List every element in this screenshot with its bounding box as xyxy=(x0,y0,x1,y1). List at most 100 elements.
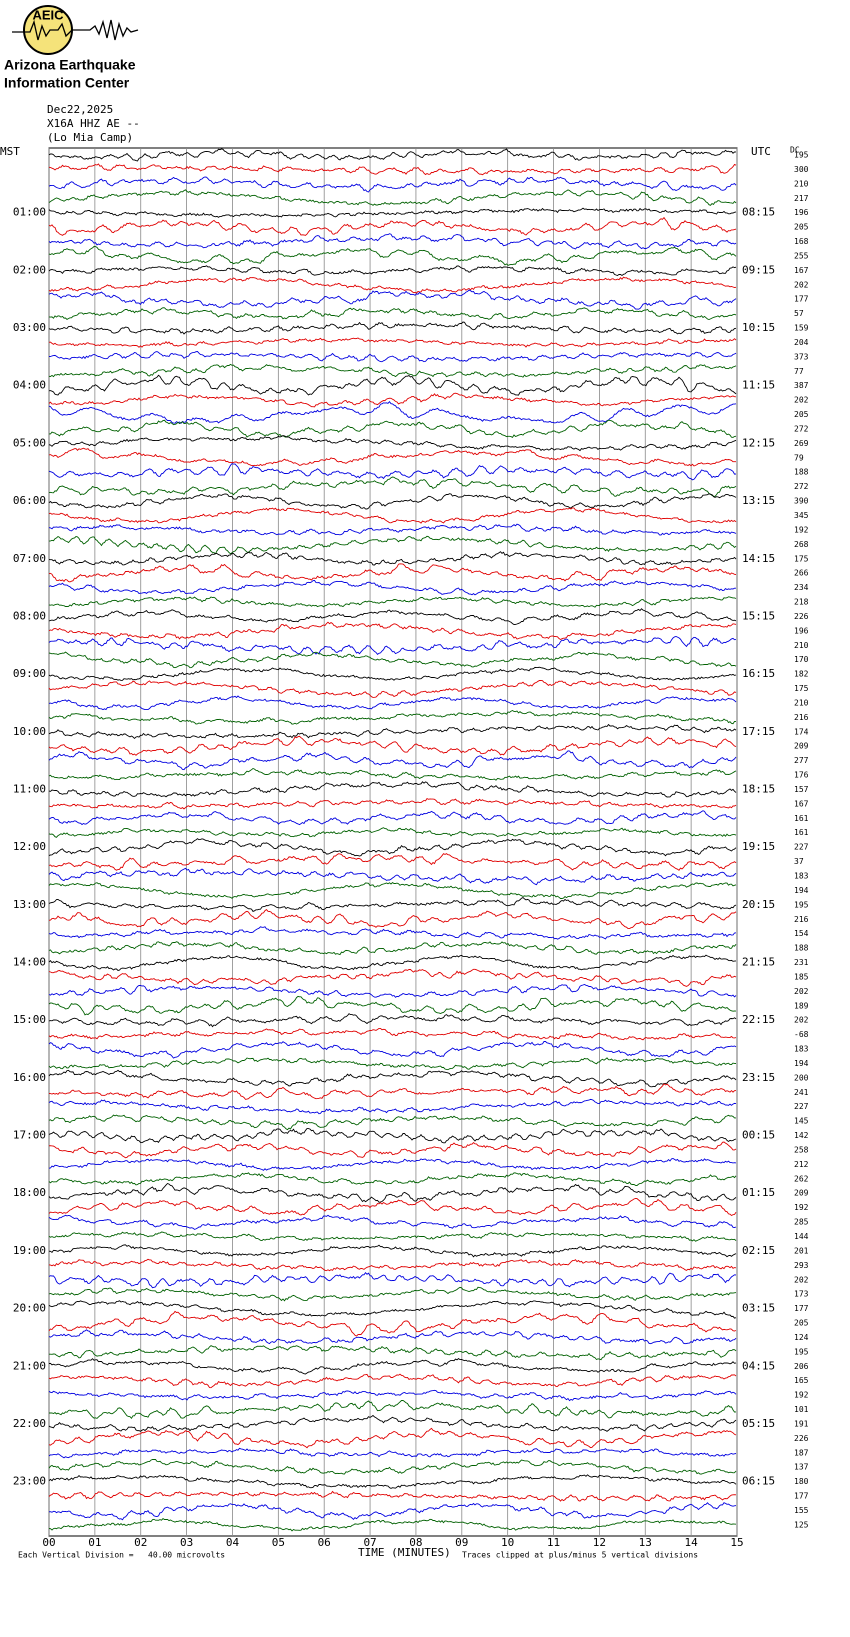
dc-value: 255 xyxy=(794,251,809,260)
dc-value: 159 xyxy=(794,324,809,333)
dc-value: 182 xyxy=(794,670,809,679)
dc-value: 177 xyxy=(794,1492,809,1501)
utc-time-label: 09:15 xyxy=(742,263,775,276)
x-tick-label: 06 xyxy=(318,1536,331,1549)
dc-value: 195 xyxy=(794,1347,809,1356)
dc-value: 176 xyxy=(794,771,809,780)
x-tick-label: 13 xyxy=(639,1536,652,1549)
trace xyxy=(48,968,737,987)
trace xyxy=(48,1447,737,1459)
trace xyxy=(48,651,737,669)
mst-time-label: 20:00 xyxy=(13,1302,46,1315)
trace xyxy=(48,447,736,467)
x-tick-label: 07 xyxy=(363,1536,376,1549)
trace xyxy=(48,1518,737,1532)
dc-value: 161 xyxy=(794,828,809,837)
trace xyxy=(48,579,736,596)
dc-value: 216 xyxy=(794,713,809,722)
trace xyxy=(48,1182,737,1203)
station: X16A HHZ AE -- xyxy=(47,117,140,130)
utc-time-label: 01:15 xyxy=(742,1186,775,1199)
trace xyxy=(48,535,737,555)
utc-time-label: 19:15 xyxy=(742,840,775,853)
trace xyxy=(48,307,737,320)
dc-value: 101 xyxy=(794,1405,809,1414)
trace xyxy=(48,1141,737,1159)
dc-value: 387 xyxy=(794,381,809,390)
trace xyxy=(48,810,737,826)
dc-value: 125 xyxy=(794,1520,809,1529)
dc-value: 37 xyxy=(794,857,804,866)
trace xyxy=(48,1502,737,1521)
trace xyxy=(48,1300,737,1319)
dc-value: -68 xyxy=(794,1030,809,1039)
trace xyxy=(48,276,737,294)
mst-time-label: 03:00 xyxy=(13,321,46,334)
trace xyxy=(48,392,737,408)
trace xyxy=(48,189,737,206)
dc-value: 258 xyxy=(794,1145,809,1154)
utc-time-label: 22:15 xyxy=(742,1013,775,1026)
trace xyxy=(48,1389,737,1402)
trace xyxy=(48,493,737,510)
trace xyxy=(48,351,737,363)
trace xyxy=(48,1027,737,1041)
trace xyxy=(48,216,737,236)
dc-value: 210 xyxy=(794,698,809,707)
dc-value: 175 xyxy=(794,684,809,693)
trace xyxy=(48,1057,737,1071)
trace xyxy=(48,1358,737,1375)
mst-time-label: 13:00 xyxy=(13,898,46,911)
trace xyxy=(48,1098,737,1115)
x-tick-label: 10 xyxy=(501,1536,514,1549)
utc-time-label: 20:15 xyxy=(742,898,775,911)
utc-time-label: 16:15 xyxy=(742,667,775,680)
utc-time-label: 06:15 xyxy=(742,1475,775,1488)
trace xyxy=(48,289,737,310)
trace xyxy=(48,1459,737,1475)
site: (Lo Mia Camp) xyxy=(47,131,133,144)
trace xyxy=(48,621,737,641)
dc-value: 269 xyxy=(794,439,809,448)
utc-time-label: 08:15 xyxy=(742,206,775,219)
date: Dec22,2025 xyxy=(47,103,113,116)
x-tick-label: 00 xyxy=(42,1536,55,1549)
trace xyxy=(48,1373,737,1389)
trace xyxy=(48,551,737,566)
trace xyxy=(48,1114,736,1131)
dc-value: 196 xyxy=(794,208,809,217)
trace xyxy=(48,321,737,335)
dc-value: 154 xyxy=(794,929,809,938)
dc-value: 373 xyxy=(794,352,809,361)
trace xyxy=(48,926,737,940)
x-tick-label: 14 xyxy=(685,1536,699,1549)
dc-value: 205 xyxy=(794,1319,809,1328)
dc-value: 142 xyxy=(794,1131,809,1140)
dc-value: 201 xyxy=(794,1246,809,1255)
org-name: Arizona Earthquake xyxy=(4,57,136,73)
trace xyxy=(49,1399,737,1420)
trace xyxy=(48,596,737,608)
dc-value: 188 xyxy=(794,468,809,477)
dc-value: 293 xyxy=(794,1261,809,1270)
utc-time-label: 18:15 xyxy=(742,782,775,795)
trace xyxy=(48,1231,737,1242)
trace xyxy=(48,1128,737,1144)
x-tick-label: 04 xyxy=(226,1536,240,1549)
mst-time-label: 23:00 xyxy=(13,1475,46,1488)
dc-value: 202 xyxy=(794,396,809,405)
trace xyxy=(48,909,737,930)
mst-time-label: 19:00 xyxy=(13,1244,46,1257)
dc-value: 194 xyxy=(794,886,809,895)
mst-time-label: 16:00 xyxy=(13,1071,46,1084)
trace xyxy=(48,176,737,193)
x-tick-label: 11 xyxy=(547,1536,560,1549)
dc-value: 272 xyxy=(794,482,809,491)
x-tick-label: 01 xyxy=(88,1536,101,1549)
utc-time-label: 12:15 xyxy=(742,436,775,449)
mst-time-label: 21:00 xyxy=(13,1359,46,1372)
trace xyxy=(48,1490,737,1502)
trace xyxy=(48,476,737,498)
utc-time-label: 14:15 xyxy=(742,552,775,565)
dc-value: 79 xyxy=(794,453,804,462)
